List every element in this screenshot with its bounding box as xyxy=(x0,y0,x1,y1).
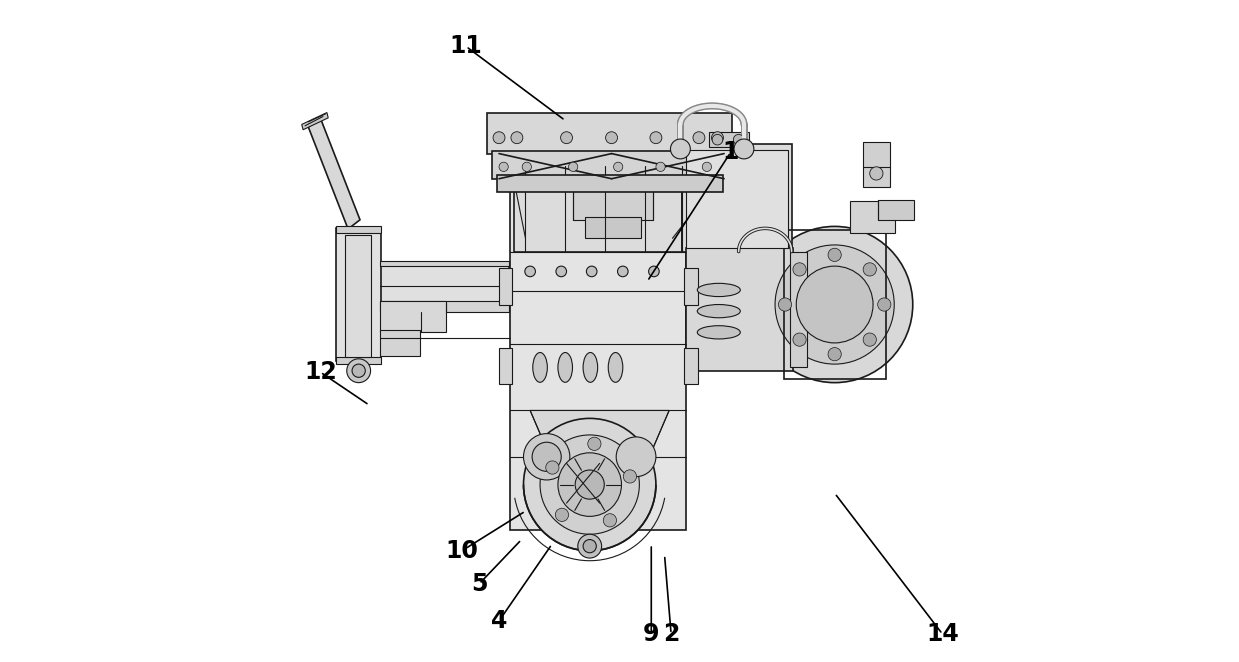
Text: 14: 14 xyxy=(927,622,959,646)
Polygon shape xyxy=(550,457,649,530)
Bar xyxy=(574,188,653,220)
Circle shape xyxy=(575,470,605,499)
Circle shape xyxy=(525,266,535,277)
Bar xyxy=(585,217,642,238)
Circle shape xyxy=(555,508,569,522)
Circle shape xyxy=(586,266,597,277)
Bar xyxy=(510,172,685,530)
Circle shape xyxy=(712,134,722,145)
Circle shape xyxy=(613,162,623,171)
Text: 1: 1 xyxy=(722,140,738,164)
Circle shape xyxy=(524,434,570,480)
Polygon shape xyxy=(302,113,328,130)
Circle shape xyxy=(757,226,913,383)
Bar xyxy=(864,142,890,187)
Circle shape xyxy=(828,348,841,361)
Text: 10: 10 xyxy=(446,539,478,563)
Circle shape xyxy=(577,534,602,558)
Bar xyxy=(380,330,420,356)
Circle shape xyxy=(655,162,665,171)
Circle shape xyxy=(776,245,895,364)
Bar xyxy=(784,230,886,379)
Circle shape xyxy=(603,514,617,527)
Circle shape xyxy=(510,132,523,144)
Circle shape xyxy=(828,248,841,261)
Bar xyxy=(336,357,382,364)
Bar xyxy=(492,151,727,179)
Circle shape xyxy=(493,132,506,144)
Text: 11: 11 xyxy=(450,34,482,58)
Bar xyxy=(709,132,748,147)
Circle shape xyxy=(870,167,883,180)
Circle shape xyxy=(524,418,655,551)
Circle shape xyxy=(560,132,572,144)
Bar xyxy=(380,301,446,332)
Ellipse shape xyxy=(698,326,741,339)
Circle shape xyxy=(797,266,873,343)
Circle shape xyxy=(733,134,743,145)
Bar xyxy=(497,175,724,192)
Circle shape xyxy=(703,162,711,171)
Circle shape xyxy=(793,333,807,346)
Text: 9: 9 xyxy=(643,622,659,646)
Circle shape xyxy=(693,132,705,144)
Circle shape xyxy=(649,266,659,277)
Circle shape xyxy=(587,437,601,450)
Bar xyxy=(514,166,683,252)
Bar xyxy=(790,252,807,367)
Circle shape xyxy=(733,139,753,159)
Circle shape xyxy=(532,442,561,471)
Ellipse shape xyxy=(558,353,572,383)
Circle shape xyxy=(558,453,622,516)
Circle shape xyxy=(545,461,559,474)
Text: 4: 4 xyxy=(491,609,507,633)
Bar xyxy=(684,268,698,305)
Bar xyxy=(499,268,512,305)
Bar xyxy=(380,265,509,303)
Bar xyxy=(380,261,509,266)
Circle shape xyxy=(793,263,807,276)
Circle shape xyxy=(556,266,566,277)
Text: 5: 5 xyxy=(471,572,487,596)
Circle shape xyxy=(606,132,617,144)
Circle shape xyxy=(522,162,532,171)
Circle shape xyxy=(617,266,628,277)
Bar xyxy=(380,301,509,312)
Text: 12: 12 xyxy=(304,360,337,384)
Ellipse shape xyxy=(608,353,623,383)
Circle shape xyxy=(352,364,366,377)
Circle shape xyxy=(540,435,639,534)
Text: 2: 2 xyxy=(663,622,679,646)
Bar xyxy=(684,348,698,384)
Circle shape xyxy=(499,162,508,171)
Bar xyxy=(344,235,372,357)
Polygon shape xyxy=(309,118,361,229)
Circle shape xyxy=(584,540,596,553)
Polygon shape xyxy=(530,410,669,457)
Circle shape xyxy=(623,470,637,483)
Bar xyxy=(683,144,792,252)
Bar xyxy=(499,348,512,384)
Circle shape xyxy=(864,263,876,276)
Circle shape xyxy=(569,162,577,171)
Ellipse shape xyxy=(698,283,741,297)
Ellipse shape xyxy=(533,353,548,383)
Bar xyxy=(877,200,914,220)
Bar xyxy=(685,150,788,248)
Circle shape xyxy=(778,298,792,311)
Bar xyxy=(336,228,382,361)
Bar xyxy=(850,201,895,233)
Circle shape xyxy=(711,132,724,144)
Bar xyxy=(336,226,382,233)
Circle shape xyxy=(616,437,655,477)
Circle shape xyxy=(670,139,690,159)
Ellipse shape xyxy=(584,353,597,383)
Ellipse shape xyxy=(698,305,741,318)
Circle shape xyxy=(650,132,662,144)
Circle shape xyxy=(877,298,891,311)
Circle shape xyxy=(864,333,876,346)
Circle shape xyxy=(347,359,370,383)
Bar xyxy=(487,113,732,154)
Bar xyxy=(685,248,793,371)
